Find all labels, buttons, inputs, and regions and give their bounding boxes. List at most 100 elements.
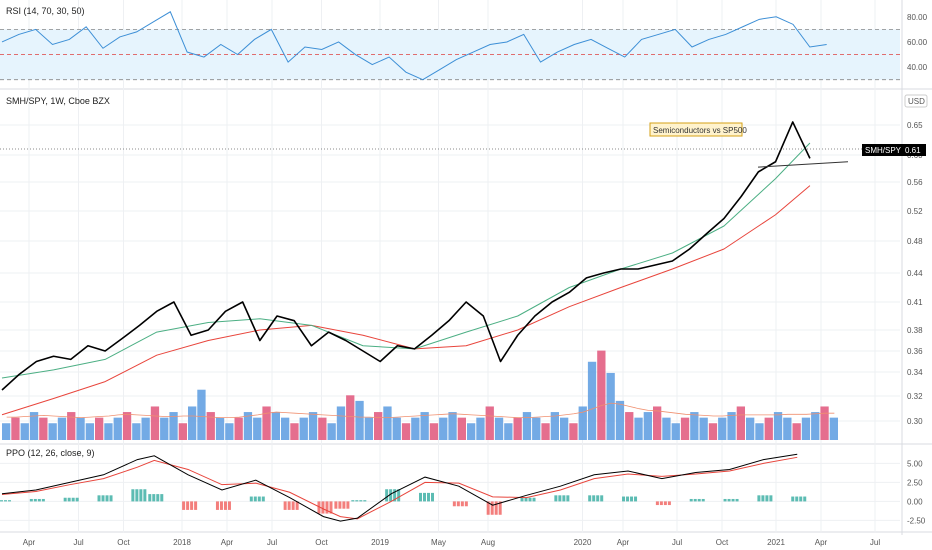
volume-bar bbox=[587, 361, 597, 440]
ppo-histogram-bar bbox=[494, 501, 498, 515]
rsi-line[interactable] bbox=[1, 11, 827, 81]
volume-ma-line bbox=[6, 402, 835, 419]
x-tick-label: 2020 bbox=[574, 538, 592, 547]
price-y-tick: 0.41 bbox=[907, 298, 923, 307]
ppo-histogram-bar bbox=[757, 495, 761, 502]
ppo-histogram-bar bbox=[799, 496, 803, 502]
ppo-histogram-bar bbox=[0, 500, 3, 502]
ppo-histogram-bar bbox=[389, 489, 393, 502]
x-tick-label: Jul bbox=[672, 538, 682, 547]
volume-pane[interactable] bbox=[2, 350, 838, 440]
ppo-histogram-bar bbox=[194, 501, 198, 510]
ppo-histogram-bar bbox=[562, 495, 566, 502]
volume-bar bbox=[736, 406, 745, 440]
ppo-histogram-bar bbox=[397, 489, 401, 502]
ppo-signal-line[interactable] bbox=[1, 456, 798, 520]
volume-bar bbox=[699, 417, 708, 440]
ppo-histogram-bar bbox=[295, 501, 299, 510]
trendline-drawing[interactable] bbox=[757, 161, 849, 168]
price-y-tick: 0.65 bbox=[907, 121, 923, 130]
price-line[interactable] bbox=[1, 121, 811, 391]
annotation-callout[interactable]: Semiconductors vs SP500 bbox=[649, 122, 747, 137]
volume-bar bbox=[541, 423, 550, 440]
volume-bar bbox=[680, 417, 690, 440]
rsi-pane[interactable] bbox=[0, 11, 900, 81]
ppo-histogram-bar bbox=[109, 495, 113, 502]
volume-bar bbox=[671, 423, 680, 440]
x-tick-label: Oct bbox=[117, 538, 130, 547]
ppo-histogram-bar bbox=[697, 498, 701, 502]
volume-bar bbox=[2, 423, 11, 440]
rsi-title: RSI (14, 70, 30, 50) bbox=[6, 6, 85, 16]
ppo-histogram-bar bbox=[342, 501, 346, 509]
x-tick-label: Apr bbox=[221, 538, 234, 547]
x-tick-label: 2021 bbox=[767, 538, 785, 547]
volume-bar bbox=[243, 412, 253, 440]
last-price-symbol: SMH/SPY bbox=[865, 146, 902, 155]
ppo-histogram-bar bbox=[524, 497, 528, 502]
volume-bar bbox=[178, 423, 187, 440]
volume-bar bbox=[476, 417, 485, 440]
ppo-histogram-bar bbox=[182, 501, 186, 510]
volume-bar bbox=[513, 417, 522, 440]
ppo-y-tick: 0.00 bbox=[907, 497, 923, 506]
volume-bar bbox=[494, 417, 504, 440]
ppo-histogram-bar bbox=[622, 496, 626, 502]
ppo-histogram-bar bbox=[227, 501, 231, 510]
ppo-pane[interactable] bbox=[0, 453, 807, 522]
volume-bar bbox=[532, 417, 541, 440]
currency-badge[interactable]: USD bbox=[904, 94, 928, 108]
volume-bar bbox=[20, 423, 29, 440]
volume-bar bbox=[141, 417, 150, 440]
ppo-histogram-bar bbox=[219, 501, 223, 510]
x-tick-label: Apr bbox=[23, 538, 36, 547]
ppo-histogram-bar bbox=[419, 492, 422, 502]
volume-bar bbox=[346, 395, 355, 440]
ppo-histogram-bar bbox=[528, 497, 532, 502]
x-tick-label: 2019 bbox=[371, 538, 389, 547]
volume-bar bbox=[29, 412, 39, 440]
volume-bar bbox=[150, 406, 160, 440]
rsi-y-tick: 80.00 bbox=[907, 13, 928, 22]
volume-bar bbox=[820, 406, 829, 440]
ppo-histogram-bar bbox=[634, 496, 638, 502]
volume-bar bbox=[690, 412, 699, 440]
volume-bar bbox=[271, 412, 280, 440]
ppo-histogram-bar bbox=[67, 497, 71, 502]
rsi-y-tick: 40.00 bbox=[907, 63, 928, 72]
ppo-histogram-bar bbox=[558, 495, 562, 502]
ppo-y-tick: -2.50 bbox=[907, 516, 926, 525]
price-pane[interactable] bbox=[0, 121, 900, 416]
volume-bar bbox=[439, 417, 448, 440]
volume-bar bbox=[355, 400, 364, 440]
volume-bar bbox=[104, 423, 113, 440]
volume-bar bbox=[169, 412, 178, 440]
x-tick-label: Apr bbox=[815, 538, 828, 547]
ppo-histogram-bar bbox=[520, 497, 524, 502]
volume-bar bbox=[113, 417, 122, 440]
ppo-histogram-bar bbox=[566, 495, 570, 502]
grid bbox=[0, 0, 932, 535]
ppo-histogram-bar bbox=[317, 501, 321, 514]
volume-bar bbox=[420, 412, 429, 440]
ppo-histogram-bar bbox=[486, 501, 490, 515]
ppo-histogram-bar bbox=[63, 497, 67, 502]
ppo-histogram-bar bbox=[393, 489, 397, 502]
volume-bar bbox=[39, 417, 48, 440]
ppo-histogram-bar bbox=[791, 496, 795, 502]
volume-bar bbox=[522, 412, 532, 440]
price-y-tick: 0.48 bbox=[907, 237, 923, 246]
ppo-histogram-bar bbox=[139, 489, 143, 502]
ppo-histogram-bar bbox=[626, 496, 630, 502]
x-tick-label: Jul bbox=[870, 538, 880, 547]
ppo-histogram-bar bbox=[148, 494, 152, 502]
ppo-histogram-bar bbox=[600, 495, 604, 502]
ppo-histogram-bar bbox=[338, 501, 342, 509]
ppo-histogram-bar bbox=[765, 495, 769, 502]
ppo-histogram-bar bbox=[498, 501, 502, 515]
ppo-histogram-bar bbox=[215, 501, 219, 510]
volume-bar bbox=[615, 400, 625, 440]
ppo-histogram-bar bbox=[41, 498, 45, 502]
volume-bar bbox=[299, 417, 308, 440]
ppo-line[interactable] bbox=[1, 453, 798, 522]
